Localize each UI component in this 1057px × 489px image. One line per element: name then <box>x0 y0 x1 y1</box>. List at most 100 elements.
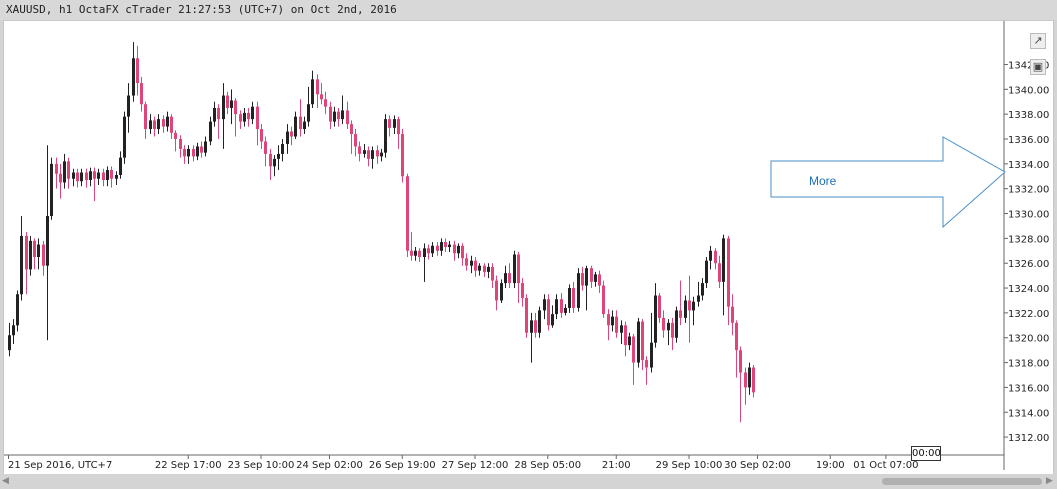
candle-body <box>624 325 627 346</box>
candle-body <box>234 100 237 115</box>
candle-body <box>110 170 113 179</box>
candle-body <box>273 158 276 167</box>
candle-body <box>637 321 640 363</box>
x-tick-label: 24 Sep 02:00 <box>296 460 363 471</box>
candle-body <box>153 120 156 130</box>
candle-body <box>401 134 404 177</box>
popout-icon[interactable]: ↗ <box>1030 33 1046 49</box>
candle-body <box>620 325 623 333</box>
candle-body <box>568 288 571 308</box>
candle-body <box>333 111 336 122</box>
candle-body <box>478 265 481 271</box>
y-tick-label: 1316.00 <box>1008 383 1049 394</box>
candle-body <box>697 295 700 302</box>
candle-body <box>465 258 468 266</box>
more-arrow[interactable] <box>770 136 1006 229</box>
candle-body <box>196 146 199 157</box>
candle-body <box>251 106 254 120</box>
scroll-right-icon[interactable]: ▶ <box>1046 476 1053 486</box>
candle-body <box>358 146 361 154</box>
candle-body <box>97 172 100 179</box>
candle-body <box>436 245 439 251</box>
candle-body <box>388 119 391 128</box>
candle-body <box>530 320 533 333</box>
candle-body <box>230 100 233 108</box>
candle-body <box>29 240 32 270</box>
chart-frame[interactable] <box>3 20 1054 486</box>
y-tick-label: 1326.00 <box>1008 259 1049 270</box>
candle-body <box>658 295 661 318</box>
y-tick-label: 1340.00 <box>1008 85 1049 96</box>
candle-body <box>63 161 66 183</box>
candle-body <box>551 314 554 326</box>
x-tick-label: 21 Sep 2016, UTC+7 <box>8 460 112 471</box>
candle-body <box>491 266 494 281</box>
candle-body <box>324 99 327 107</box>
candle-body <box>93 171 96 179</box>
candle-body <box>727 238 730 307</box>
candle-body <box>752 367 755 393</box>
scroll-left-icon[interactable]: ◀ <box>2 476 9 486</box>
candle-body <box>367 150 370 159</box>
candle-body <box>187 148 190 157</box>
candle-body <box>547 299 550 326</box>
candle-body <box>483 265 486 272</box>
y-tick-label: 1328.00 <box>1008 234 1049 245</box>
candle-body <box>149 120 152 130</box>
x-tick-label: 23 Sep 10:00 <box>228 460 295 471</box>
candle-body <box>671 322 674 338</box>
x-tick-label: 30 Sep 02:00 <box>724 460 791 471</box>
candle-body <box>453 244 456 254</box>
candle-body <box>42 244 45 266</box>
candle-body <box>239 114 242 122</box>
candle-body <box>33 240 36 257</box>
candle-body <box>170 116 173 133</box>
candle-body <box>585 268 588 286</box>
x-tick-label: 01 Oct 07:00 <box>853 460 918 471</box>
y-tick-label: 1330.00 <box>1008 210 1049 221</box>
candle-body <box>294 116 297 137</box>
candle-body <box>701 283 704 296</box>
candle-body <box>598 274 601 286</box>
candle-body <box>448 244 451 248</box>
candle-body <box>418 250 421 257</box>
candle-body <box>59 173 62 183</box>
candle-body <box>410 250 413 256</box>
candle-body <box>341 110 344 120</box>
candle-body <box>80 172 83 182</box>
candle-body <box>350 124 353 135</box>
candle-body <box>243 112 246 122</box>
scrollbar-thumb[interactable] <box>882 478 1042 485</box>
candle-body <box>132 58 135 96</box>
chart-title: XAUUSD, h1 OctaFX cTrader 21:27:53 (UTC+… <box>6 3 397 16</box>
candle-body <box>705 260 708 284</box>
candle-body <box>534 320 537 333</box>
candle-body <box>179 138 182 149</box>
candle-body <box>346 110 349 125</box>
candle-body <box>504 273 507 284</box>
candlestick-chart[interactable]: 1312.00 1314.00 1316.00 1318.00 1320.00 1322.… <box>0 0 1057 474</box>
candle-body <box>654 295 657 343</box>
candle-body <box>628 336 631 346</box>
candle-body <box>174 132 177 139</box>
camera-icon[interactable]: ▣ <box>1030 59 1046 75</box>
candle-body <box>281 143 284 154</box>
more-button-label[interactable]: More <box>809 174 837 188</box>
candle-body <box>675 310 678 338</box>
candle-body <box>354 134 357 147</box>
candle-body <box>718 263 721 282</box>
candle-body <box>555 299 558 315</box>
candle-body <box>213 107 216 122</box>
candle-body <box>102 172 105 180</box>
candle-body <box>192 148 195 157</box>
candle-body <box>8 335 11 351</box>
y-tick-label: 1312.00 <box>1008 433 1049 444</box>
candle-body <box>67 161 70 179</box>
candle-body <box>20 235 23 295</box>
horizontal-scrollbar[interactable]: ◀ ▶ <box>0 474 1057 489</box>
candle-body <box>144 104 147 130</box>
candle-body <box>363 150 366 154</box>
candle-body <box>538 310 541 333</box>
candle-body <box>307 104 310 122</box>
candle-body <box>500 283 503 301</box>
